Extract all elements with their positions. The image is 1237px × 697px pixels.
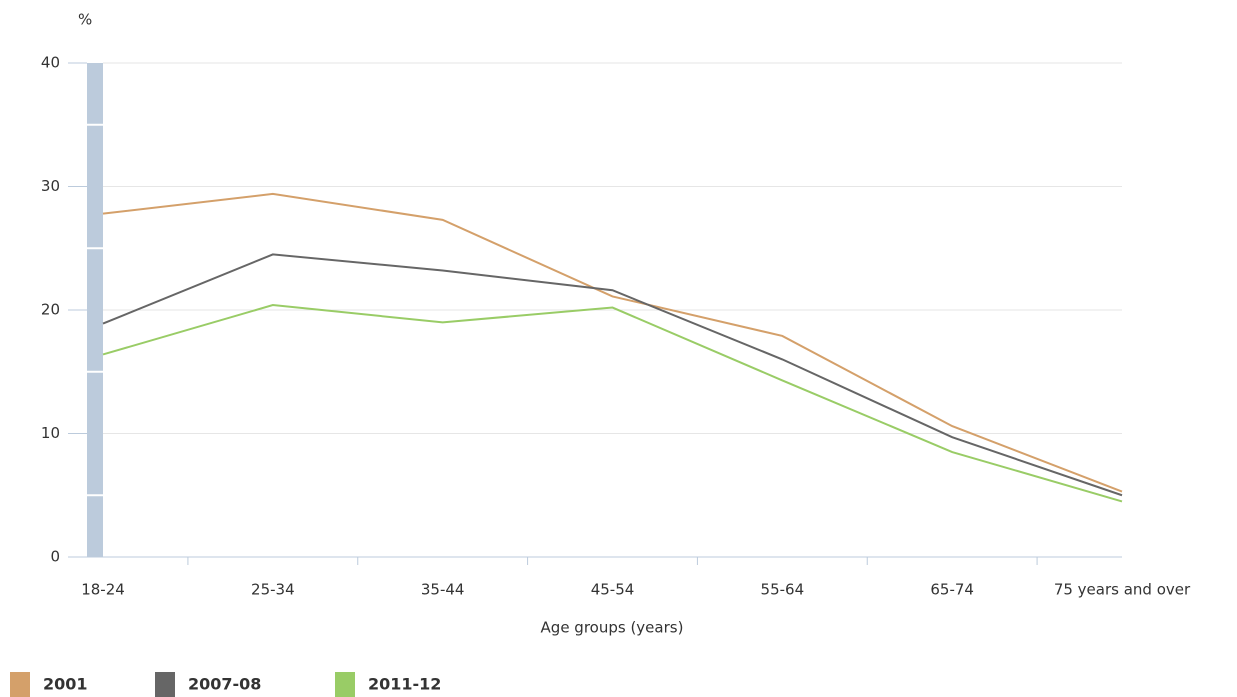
x-tick-label: 25-34 [251,581,295,599]
x-tick-label: 45-54 [591,581,635,599]
y-tick-label: 0 [50,548,60,566]
y-tick-label: 10 [41,424,60,442]
legend-label: 2007-08 [188,675,261,694]
y-tick-label: 30 [41,177,60,195]
legend: 2001 2007-08 2011-12 [10,672,441,697]
legend-swatch [335,672,355,697]
x-tick-label: 18-24 [81,581,125,599]
x-tick-label: 35-44 [421,581,465,599]
legend-label: 2011-12 [368,675,441,694]
series-line [102,253,1123,497]
x-axis-label: Age groups (years) [541,619,684,637]
y-tick-label: 40 [41,54,60,72]
series-line [102,304,1123,503]
y-tick-label: 20 [41,301,60,319]
x-tick-label: 65-74 [930,581,974,599]
axis-band [87,63,103,557]
legend-swatch [155,672,175,697]
legend-swatch [10,672,30,697]
x-tick-label: 55-64 [761,581,805,599]
legend-label: 2001 [43,675,88,694]
y-axis-label: % [78,11,92,29]
x-tick-label: 75 years and over [1054,581,1191,599]
series-line [102,192,1123,493]
